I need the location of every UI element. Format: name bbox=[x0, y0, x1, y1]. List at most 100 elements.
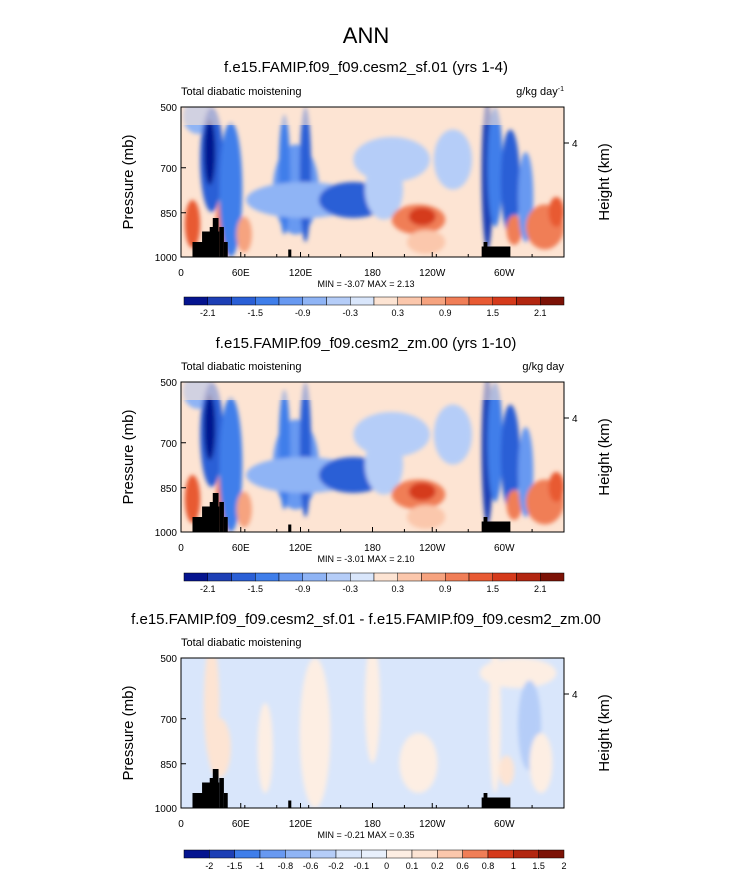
panel-title: f.e15.FAMIP.f09_f09.cesm2_sf.01 - f.e15.… bbox=[131, 611, 601, 628]
colorbar-swatch bbox=[516, 296, 541, 306]
y-right-tick-label: 4 bbox=[572, 414, 578, 425]
colorbar-swatch bbox=[516, 572, 541, 582]
colorbar-label: 1.5 bbox=[486, 584, 499, 594]
page-title: ANN bbox=[343, 23, 389, 48]
colorbar-label: 1 bbox=[511, 861, 516, 871]
x-tick-label: 180 bbox=[364, 543, 381, 554]
colorbar: -2.1 -1.5 -0.9 -0.3 0.3 0.9 1.5 2.1 bbox=[183, 572, 565, 594]
panel-yrs-1-10: f.e15.FAMIP.f09_f09.cesm2_zm.00 (yrs 1-1… bbox=[120, 335, 613, 594]
x-tick-label: 120E bbox=[289, 543, 313, 554]
colorbar-swatch bbox=[445, 296, 470, 306]
colorbar-swatch bbox=[373, 572, 398, 582]
land-mask bbox=[483, 793, 488, 808]
x-tick-label: 120E bbox=[289, 268, 313, 279]
colorbar-swatch bbox=[540, 296, 565, 306]
colorbar-swatch bbox=[492, 572, 517, 582]
x-tick-label: 180 bbox=[364, 268, 381, 279]
colorbar-swatch bbox=[445, 572, 470, 582]
contour-region bbox=[353, 137, 430, 182]
contour-region bbox=[529, 733, 553, 793]
x-tick-label: 60E bbox=[232, 819, 250, 830]
colorbar-swatch bbox=[462, 849, 489, 859]
contour-region bbox=[548, 197, 564, 227]
y-right-axis-title: Height (km) bbox=[596, 418, 613, 496]
contour-field bbox=[181, 107, 564, 257]
colorbar-swatch bbox=[411, 849, 438, 859]
colorbar-label: 0.1 bbox=[406, 861, 419, 871]
colorbar-label: -1.5 bbox=[227, 861, 243, 871]
contour-region bbox=[399, 733, 438, 793]
contour-region bbox=[203, 119, 216, 185]
y-tick-label: 500 bbox=[160, 378, 177, 389]
land-mask bbox=[481, 521, 511, 532]
land-mask bbox=[481, 246, 511, 257]
contour-region bbox=[207, 718, 231, 778]
colorbar-swatch bbox=[302, 572, 327, 582]
colorbar-swatch bbox=[310, 849, 337, 859]
y-tick-label: 850 bbox=[160, 484, 177, 495]
colorbar-swatch bbox=[326, 572, 351, 582]
contour-region bbox=[489, 658, 501, 793]
colorbar-swatch bbox=[231, 296, 256, 306]
colorbar-swatch bbox=[538, 849, 565, 859]
x-tick-label: 60W bbox=[494, 268, 515, 279]
y-tick-label: 850 bbox=[160, 209, 177, 220]
land-mask bbox=[483, 517, 488, 532]
land-mask bbox=[212, 493, 219, 532]
colorbar-swatch bbox=[255, 296, 280, 306]
contour-region bbox=[506, 490, 522, 520]
contour-region bbox=[408, 482, 436, 501]
colorbar-swatch bbox=[302, 296, 327, 306]
colorbar-label: 1.5 bbox=[532, 861, 545, 871]
y-axis-title: Pressure (mb) bbox=[120, 134, 137, 229]
land-mask bbox=[192, 517, 204, 532]
y-right-tick-label: 4 bbox=[572, 690, 578, 701]
contour-field bbox=[181, 382, 564, 532]
min-max-stats: MIN = -0.21 MAX = 0.35 bbox=[317, 830, 414, 840]
colorbar-label: -0.6 bbox=[303, 861, 319, 871]
units-label: g/kg day-1 bbox=[516, 86, 564, 98]
y-right-tick-label: 4 bbox=[572, 139, 578, 150]
contour-region bbox=[257, 703, 273, 793]
y-right-axis-title: Height (km) bbox=[596, 694, 613, 772]
colorbar-label: 0.3 bbox=[391, 584, 404, 594]
contour-region bbox=[506, 215, 522, 245]
colorbar-label: 1.5 bbox=[486, 308, 499, 318]
contour-field bbox=[181, 658, 564, 808]
colorbar-label: 2.1 bbox=[534, 584, 547, 594]
x-tick-label: 0 bbox=[178, 268, 184, 279]
land-mask bbox=[223, 242, 228, 257]
panel-title: f.e15.FAMIP.f09_f09.cesm2_sf.01 (yrs 1-4… bbox=[224, 59, 508, 76]
colorbar-label: -0.3 bbox=[342, 584, 358, 594]
y-tick-label: 700 bbox=[160, 439, 177, 450]
land-mask bbox=[288, 524, 292, 532]
colorbar-swatch bbox=[183, 572, 208, 582]
colorbar-swatch bbox=[207, 296, 232, 306]
colorbar-label: -0.8 bbox=[278, 861, 294, 871]
colorbar-label: -0.9 bbox=[295, 308, 311, 318]
contour-region bbox=[500, 129, 520, 235]
y-tick-label: 500 bbox=[160, 654, 177, 665]
x-tick-label: 60E bbox=[232, 268, 250, 279]
panel-title: f.e15.FAMIP.f09_f09.cesm2_zm.00 (yrs 1-1… bbox=[216, 335, 517, 352]
colorbar-swatch bbox=[421, 572, 446, 582]
land-mask bbox=[192, 793, 204, 808]
contour-region bbox=[299, 658, 331, 808]
y-tick-label: 850 bbox=[160, 760, 177, 771]
contour-region bbox=[406, 505, 446, 529]
land-mask bbox=[483, 242, 488, 257]
colorbar-swatch bbox=[278, 572, 303, 582]
x-tick-label: 0 bbox=[178, 543, 184, 554]
contour-region bbox=[433, 404, 473, 465]
colorbar-swatch bbox=[468, 572, 493, 582]
colorbar-swatch bbox=[285, 849, 311, 859]
colorbar-label: -2 bbox=[205, 861, 213, 871]
land-mask bbox=[223, 517, 228, 532]
colorbar-label: -1.5 bbox=[247, 308, 263, 318]
y-axis-title: Pressure (mb) bbox=[120, 685, 137, 780]
colorbar-label: -0.1 bbox=[354, 861, 370, 871]
colorbar-swatch bbox=[513, 849, 539, 859]
y-right-axis-title: Height (km) bbox=[596, 143, 613, 221]
colorbar-swatch bbox=[207, 572, 232, 582]
contour-region bbox=[236, 216, 252, 253]
